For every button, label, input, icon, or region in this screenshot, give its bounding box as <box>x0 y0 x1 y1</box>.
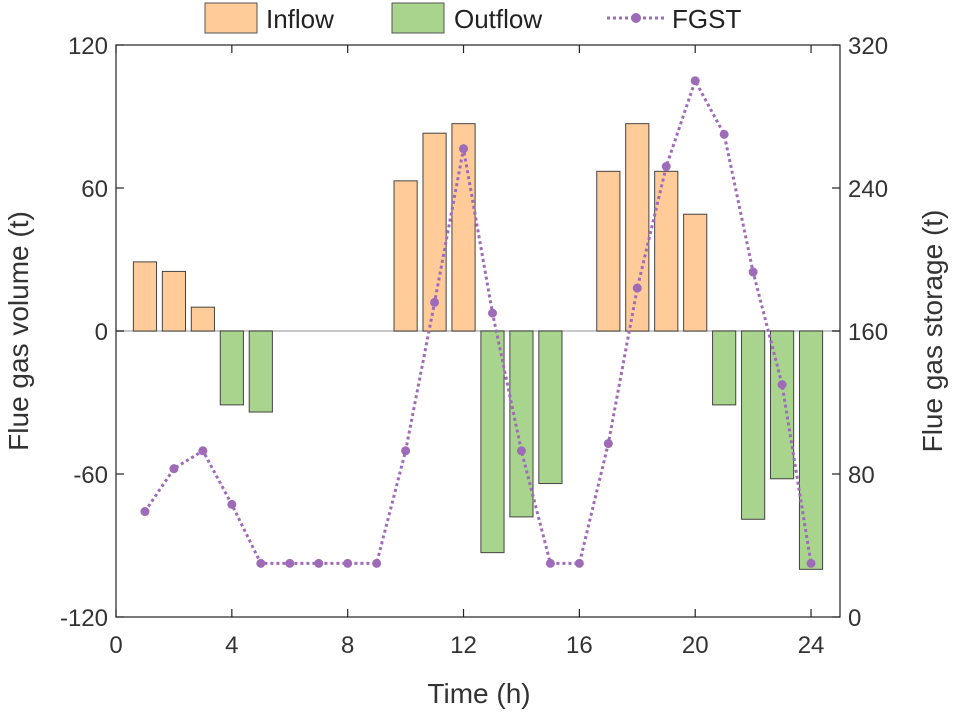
fgst-point-6 <box>285 558 295 568</box>
fgst-point-23 <box>777 380 787 390</box>
fgst-point-9 <box>372 558 382 568</box>
outflow-bar-21 <box>712 330 737 406</box>
inflow-bar-12 <box>451 123 476 332</box>
fgst-point-8 <box>343 558 353 568</box>
x-tick-label-4: 4 <box>225 632 238 659</box>
outflow-bar-14 <box>509 330 534 518</box>
outflow-bar-5 <box>248 330 273 413</box>
fgst-point-4 <box>227 499 237 509</box>
inflow-bar-11 <box>422 132 447 332</box>
fgst-line <box>143 77 813 565</box>
outflow-bar-4 <box>219 330 244 406</box>
fgst-point-2 <box>169 464 179 474</box>
fgst-point-12 <box>459 144 469 154</box>
y2-tick-label-0: 0 <box>848 605 861 632</box>
inflow-bar-10 <box>393 180 418 332</box>
fgst-point-13 <box>487 308 497 318</box>
y-tick-label--60: -60 <box>73 462 108 489</box>
legend-label-outflow: Outflow <box>454 4 542 34</box>
fgst-point-19 <box>661 162 671 172</box>
y2-axis-label: Flue gas storage (t) <box>917 210 948 453</box>
fgst-point-3 <box>198 446 208 456</box>
y2-tick-label-240: 240 <box>848 176 888 203</box>
fgst-point-14 <box>516 446 526 456</box>
outflow-bar-13 <box>480 330 505 554</box>
outflow-bar-22 <box>741 330 766 520</box>
legend: Inflow Outflow FGST <box>204 2 741 34</box>
fgst-point-22 <box>748 267 758 277</box>
x-tick-label-0: 0 <box>109 632 122 659</box>
inflow-bar-3 <box>190 306 215 332</box>
fgst-point-16 <box>574 558 584 568</box>
inflow-bar-17 <box>596 170 621 332</box>
x-tick-label-12: 12 <box>450 632 477 659</box>
y2-tick-label-160: 160 <box>848 319 888 346</box>
fgst-point-5 <box>256 558 266 568</box>
outflow-bar-24 <box>798 330 824 570</box>
fgst-point-18 <box>632 283 642 293</box>
x-tick-label-24: 24 <box>798 632 825 659</box>
inflow-bar-19 <box>654 170 679 332</box>
fgst-point-1 <box>140 507 150 517</box>
fgst-point-10 <box>401 446 411 456</box>
y2-tick-label-80: 80 <box>848 462 875 489</box>
outflow-bar-23 <box>769 330 795 480</box>
legend-marker-fgst <box>631 13 641 23</box>
legend-label-inflow: Inflow <box>266 4 334 34</box>
fgst-point-21 <box>719 129 729 139</box>
y-tick-label-60: 60 <box>81 176 108 203</box>
fgst-point-17 <box>603 439 613 449</box>
fgst-point-24 <box>806 558 816 568</box>
y-axis-label: Flue gas volume (t) <box>3 211 34 451</box>
y-tick-label-120: 120 <box>68 33 108 60</box>
legend-swatch-inflow <box>204 2 258 34</box>
legend-swatch-outflow <box>391 2 445 34</box>
y2-tick-label-320: 320 <box>848 33 888 60</box>
inflow-bar-20 <box>683 213 708 332</box>
x-tick-label-8: 8 <box>341 632 354 659</box>
outflow-bar-15 <box>538 330 563 485</box>
x-tick-label-16: 16 <box>566 632 593 659</box>
fgst-point-7 <box>314 558 324 568</box>
fgst-point-11 <box>430 297 440 307</box>
y-tick-label-0: 0 <box>95 319 108 346</box>
inflow-bar-2 <box>161 270 187 332</box>
fgst-point-15 <box>545 558 555 568</box>
inflow-bar-18 <box>625 123 650 332</box>
x-axis-label: Time (h) <box>427 678 530 709</box>
fgst-point-20 <box>690 76 700 86</box>
inflow-bar-1 <box>132 261 158 332</box>
y-tick-label--120: -120 <box>60 605 108 632</box>
x-tick-label-20: 20 <box>682 632 709 659</box>
legend-label-fgst: FGST <box>672 4 741 34</box>
plot-area: 0 4 8 12 16 20 24 -120 -60 0 60 120 0 80 160 240 320 <box>60 33 888 659</box>
